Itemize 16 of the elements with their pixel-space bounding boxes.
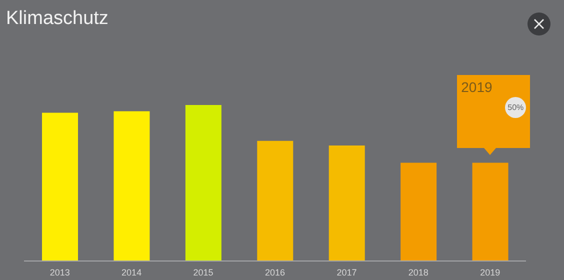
bar	[42, 112, 78, 261]
x-tick-label: 2014	[122, 267, 142, 278]
bar	[472, 162, 508, 261]
x-tick-label: 2013	[50, 267, 70, 278]
bar	[114, 111, 150, 261]
bar	[185, 105, 222, 261]
annotation: 50%	[505, 97, 526, 118]
bar	[328, 146, 365, 261]
bar	[400, 162, 437, 261]
x-tick-label: 2018	[408, 267, 428, 278]
chart-title: Klimaschutz	[6, 8, 108, 30]
x-tick-label: 2016	[264, 267, 286, 278]
bar	[257, 140, 294, 261]
x-tick-label: 2019	[480, 267, 500, 278]
x-tick-label: 2015	[193, 267, 214, 278]
x-tick-label: 2017	[336, 267, 357, 278]
